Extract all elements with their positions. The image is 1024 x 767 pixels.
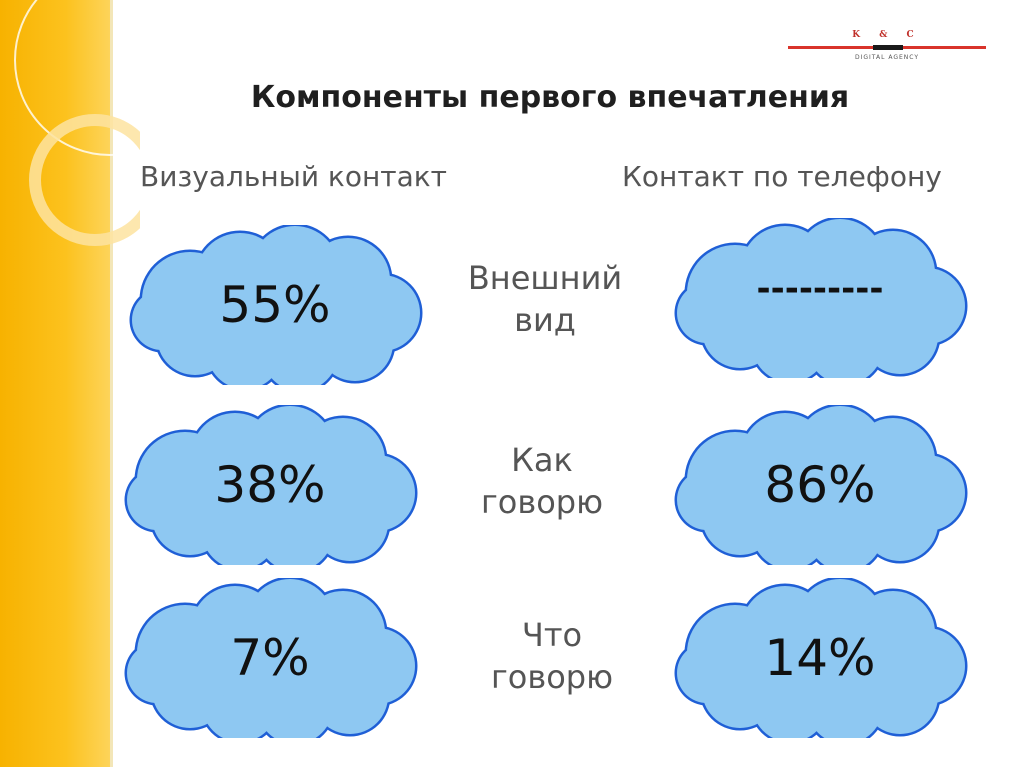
- value-visual-what: 7%: [230, 629, 310, 687]
- cloud-puff: [220, 258, 330, 368]
- logo-tagline: DIGITAL AGENCY: [854, 54, 920, 61]
- page-title: Компоненты первого впечатления: [250, 80, 850, 115]
- cloud-visual-what: 7%: [115, 578, 425, 738]
- column-header-phone: Контакт по телефону: [622, 160, 942, 193]
- decorative-rings: [14, 0, 140, 246]
- cloud-puff: [215, 611, 325, 721]
- cloud-visual-how: 38%: [115, 405, 425, 565]
- row-label-what: Что говорю: [442, 615, 662, 698]
- logo-line-left: [788, 46, 873, 49]
- logo-line-center: [873, 45, 903, 50]
- column-header-visual: Визуальный контакт: [140, 160, 447, 193]
- cloud-puff: [677, 470, 737, 530]
- cloud-puff: [127, 470, 187, 530]
- row-label-what-line2: говорю: [490, 657, 614, 696]
- agency-logo: K & C DIGITAL AGENCY: [788, 30, 986, 70]
- cloud-puff: [765, 438, 875, 548]
- cloud-puff: [677, 643, 737, 703]
- cloud-visual-appearance: 55%: [120, 225, 430, 385]
- cloud-puff: [765, 611, 875, 721]
- row-label-appearance: Внешний вид: [435, 258, 655, 341]
- value-phone-appearance: ---------: [756, 269, 884, 309]
- value-phone-how: 86%: [764, 456, 876, 514]
- cloud-puff: [215, 438, 325, 548]
- cloud-phone-how: 86%: [665, 405, 975, 565]
- logo-line-right: [903, 46, 986, 49]
- cloud-puff: [127, 643, 187, 703]
- row-label-how-line1: Как: [511, 441, 573, 479]
- row-label-what-line1: Что: [521, 616, 583, 654]
- row-label-appearance-line2: вид: [514, 300, 576, 339]
- row-label-how-line2: говорю: [480, 482, 604, 521]
- value-visual-appearance: 55%: [219, 276, 331, 334]
- cloud-phone-appearance: ---------: [665, 218, 975, 378]
- value-visual-how: 38%: [214, 456, 326, 514]
- cloud-puff: [765, 251, 875, 361]
- stripe-edge: [110, 0, 113, 767]
- cloud-phone-what: 14%: [665, 578, 975, 738]
- row-label-how: Как говорю: [432, 440, 652, 523]
- row-label-appearance-line1: Внешний: [467, 259, 623, 297]
- cloud-puff: [132, 290, 192, 350]
- cloud-puff: [677, 283, 737, 343]
- value-phone-what: 14%: [764, 629, 876, 687]
- logo-letters: K & C: [852, 30, 922, 40]
